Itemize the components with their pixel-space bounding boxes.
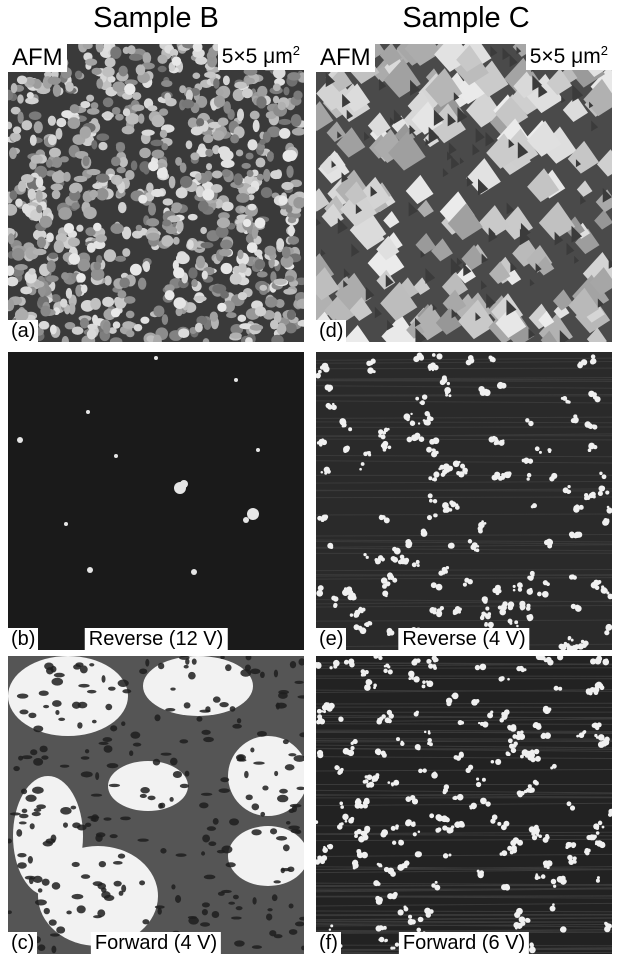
panel-d-tag: (d) [316,320,347,342]
panel-b-tag: (b) [8,628,39,650]
panel-e-tag: (e) [316,628,347,650]
panel-c-caption: Forward (4 V) [90,932,222,954]
current-map-reverse-sample-b: (b) Reverse (12 V) [8,352,304,650]
afm-texture [8,44,304,342]
panel-d-afm-label: AFM [316,44,375,72]
current-texture [17,356,260,575]
current-map-reverse-sample-c: (e) Reverse (4 V) [316,352,612,650]
current-map-forward-sample-c: (f) Forward (6 V) [316,656,612,954]
current-texture [316,656,612,954]
panel-f-tag: (f) [316,932,341,954]
afm-texture [316,44,612,342]
panel-d-scale-text: 5×5 μm [529,45,601,68]
panel-c-tag: (c) [8,932,38,954]
current-map-forward-sample-b: (c) Forward (4 V) [8,656,304,954]
panel-a-scale-text: 5×5 μm [221,45,293,68]
panel-a-tag: (a) [8,320,39,342]
panel-a-scale-sup: 2 [292,44,300,58]
panel-b-caption: Reverse (12 V) [84,628,228,650]
current-texture [8,656,304,954]
panel-d-scale-label: 5×5 μm2 [525,44,612,70]
afm-image-sample-b: AFM 5×5 μm2 (a) [8,44,304,342]
afm-image-sample-c: AFM 5×5 μm2 (d) [316,44,612,342]
panel-e-caption: Reverse (4 V) [398,628,530,650]
column-title-sample-c: Sample C [402,2,530,34]
panel-d-scale-sup: 2 [600,44,608,58]
panel-f-caption: Forward (6 V) [398,932,530,954]
panel-a-scale-label: 5×5 μm2 [217,44,304,70]
column-title-sample-b: Sample B [93,2,219,34]
panel-a-afm-label: AFM [8,44,67,72]
current-texture [316,352,612,650]
